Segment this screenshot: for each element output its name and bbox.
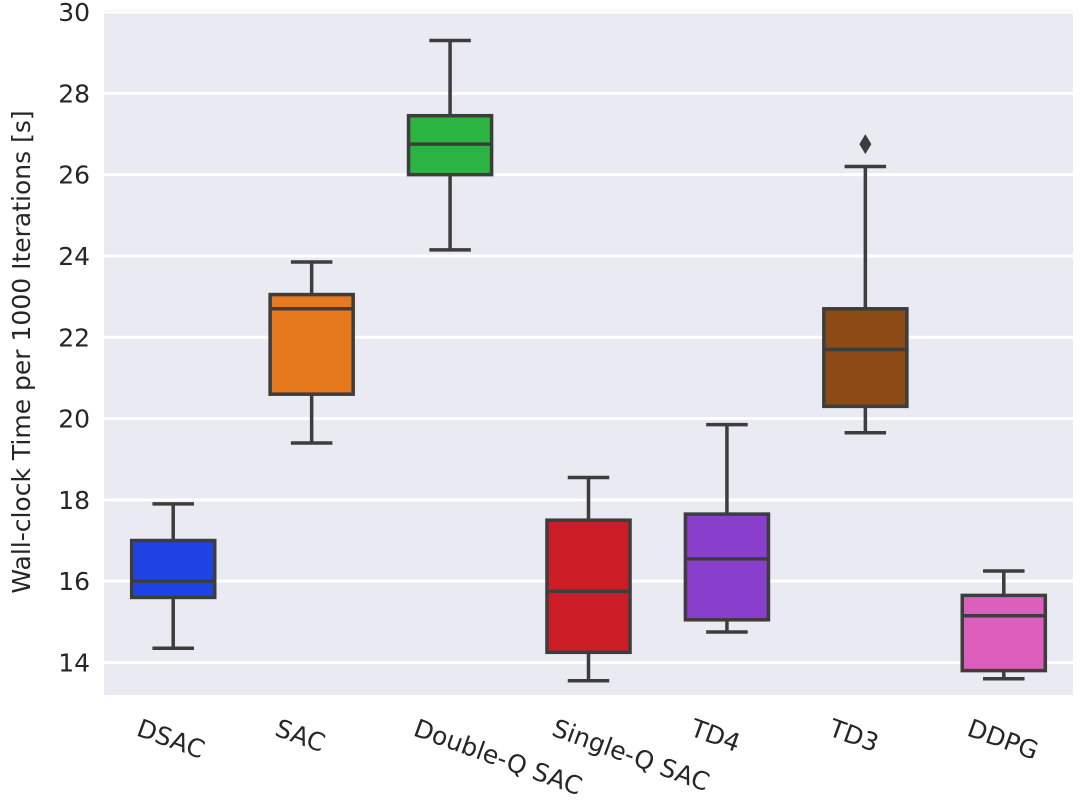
x-tick-label: DDPG: [964, 713, 1042, 765]
y-tick-label: 28: [58, 79, 90, 108]
y-axis-label: Wall-clock Time per 1000 Iterations [s]: [7, 110, 36, 593]
y-tick-label: 20: [58, 405, 90, 434]
box-double-q-sac: [406, 38, 494, 252]
box-td4: [683, 422, 771, 634]
iqr-box: [683, 512, 771, 622]
iqr-box: [129, 538, 217, 600]
box-single-q-sac: [545, 475, 632, 683]
outlier-point: [859, 134, 872, 155]
x-tick-label: SAC: [272, 713, 329, 758]
boxes: [129, 38, 1048, 683]
y-tick-label: 14: [58, 648, 90, 677]
y-tick-label: 22: [58, 323, 90, 352]
y-tick-label: 24: [58, 242, 90, 271]
iqr-box: [822, 307, 909, 409]
iqr-box: [960, 593, 1048, 673]
box-ddpg: [960, 569, 1048, 681]
x-tick-label: DSAC: [133, 713, 208, 764]
x-tick-label: TD4: [686, 713, 744, 758]
y-tick-label: 30: [58, 0, 90, 27]
iqr-box: [268, 292, 355, 396]
box-td3: [822, 134, 909, 435]
y-tick-label: 26: [58, 161, 90, 190]
iqr-box: [545, 518, 632, 655]
y-tick-labels: 14 16 18 20 22 24 26 28 30: [58, 0, 90, 677]
y-tick-label: 18: [58, 486, 90, 515]
y-tick-label: 16: [58, 567, 90, 596]
x-tick-label: TD3: [824, 713, 882, 758]
box-dsac: [129, 502, 217, 650]
box-sac: [268, 260, 355, 445]
